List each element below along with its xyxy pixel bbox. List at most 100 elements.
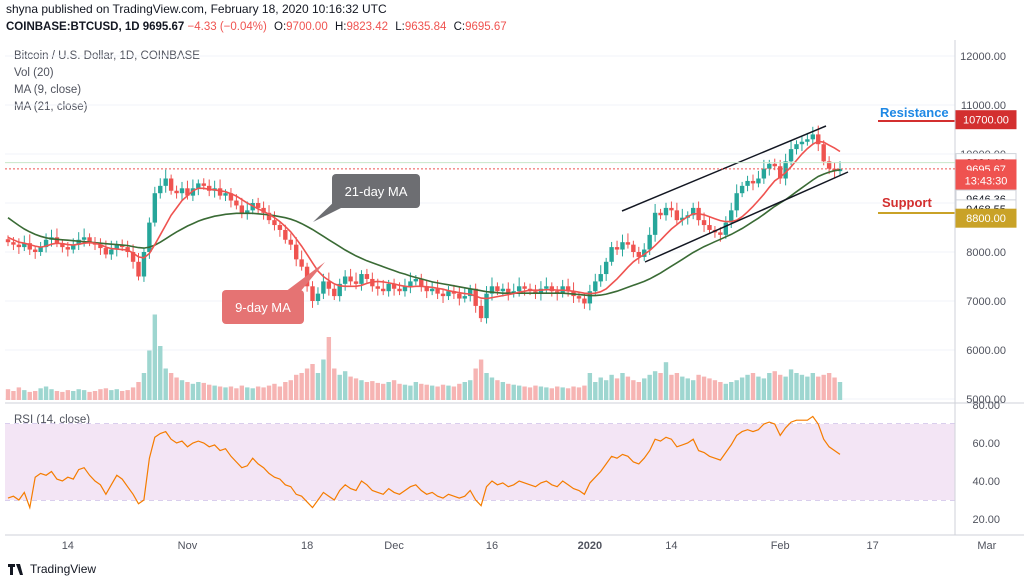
volume-bar: [299, 373, 304, 400]
volume-bar: [245, 387, 250, 400]
volume-bar: [16, 387, 22, 400]
volume-bar: [636, 382, 641, 400]
volume-bars: [5, 314, 843, 400]
candle-body: [522, 286, 527, 289]
candle-body: [413, 278, 419, 282]
legend-volume[interactable]: Vol (20): [14, 67, 54, 79]
volume-bar: [593, 382, 598, 400]
volume-bar: [767, 373, 772, 400]
volume-bar: [272, 383, 277, 400]
candle-body: [631, 244, 636, 252]
ma21-line: [7, 168, 841, 297]
time-tick-label: 18: [301, 540, 313, 552]
tradingview-footer[interactable]: TradingView: [8, 562, 96, 576]
candle-body: [620, 242, 625, 250]
candle-body: [788, 149, 794, 162]
candle-body: [435, 288, 440, 294]
volume-bar: [419, 383, 424, 400]
candle-body: [234, 200, 239, 206]
candle-body: [739, 185, 745, 194]
candle-body: [560, 286, 565, 294]
candle-body: [750, 180, 756, 184]
volume-bar: [527, 387, 533, 400]
volume-bar: [516, 385, 522, 400]
candle-body: [65, 247, 71, 250]
candle-body: [500, 288, 506, 292]
volume-bar: [565, 388, 571, 400]
volume-bar: [130, 387, 136, 400]
volume-bar: [690, 380, 696, 400]
candle-body: [207, 185, 212, 191]
rsi-band: [5, 424, 955, 500]
volume-bar: [816, 376, 821, 400]
volume-bar: [239, 385, 245, 400]
price-tick-label: 9000.00: [966, 198, 1006, 210]
candle-body: [223, 193, 228, 196]
price-tag: [955, 189, 1017, 209]
time-tick-label: Mar: [977, 540, 996, 552]
price-tag-label: 9646.36: [966, 194, 1006, 206]
price-tick-label: 5000.00: [966, 394, 1006, 406]
price-tick-label: 7000.00: [966, 296, 1006, 308]
candle-body: [342, 276, 348, 284]
candle-body: [119, 244, 125, 248]
grid: [5, 55, 955, 501]
legend-ma21[interactable]: MA (21, close): [14, 101, 88, 113]
legend-ma9[interactable]: MA (9, close): [14, 84, 82, 96]
candle-body: [642, 249, 647, 257]
candle-body: [299, 259, 304, 267]
candle-body: [533, 291, 538, 294]
candle-body: [87, 237, 92, 243]
candle-body: [147, 222, 152, 252]
volume-bar: [168, 373, 174, 400]
volume-bar: [27, 391, 32, 400]
price-tag-label: 9468.55: [966, 204, 1006, 216]
volume-bar: [294, 374, 299, 400]
volume-bar: [647, 374, 652, 400]
candle-body: [468, 288, 473, 297]
time-tick-label: 16: [486, 540, 498, 552]
volume-bar: [250, 388, 255, 400]
volume-bar: [217, 386, 223, 400]
candle-body: [734, 193, 739, 211]
volume-bar: [734, 380, 739, 400]
volume-bar: [788, 369, 794, 400]
candle-body: [288, 239, 293, 245]
volume-bar: [435, 386, 440, 400]
candle-body: [723, 222, 729, 235]
candle-body: [832, 168, 837, 172]
price-tick-label: 11000.00: [961, 100, 1006, 112]
candle-body: [92, 242, 98, 245]
volume-bar: [587, 373, 593, 400]
volume-bar: [631, 380, 636, 400]
volume-bar: [707, 378, 712, 400]
candle-body: [457, 293, 462, 299]
volume-bar: [511, 384, 516, 400]
ma9-callout: 9-day MA: [222, 262, 325, 324]
candle-body: [152, 193, 158, 223]
candle-body: [555, 291, 560, 294]
volume-bar: [125, 390, 130, 400]
volume-bar: [576, 387, 582, 400]
volume-bar: [582, 385, 587, 400]
legend-rsi[interactable]: RSI (14, close): [14, 414, 91, 426]
volume-bar: [98, 389, 103, 400]
candle-body: [266, 212, 272, 221]
candle-body: [451, 291, 457, 294]
rsi-axis: 80.00 60.00 40.00 20.00: [972, 400, 1000, 526]
open-value: 9700.00: [286, 21, 328, 33]
volume-bar: [174, 377, 179, 400]
candle-body: [826, 161, 832, 169]
volume-bar: [109, 390, 114, 400]
volume-bar: [81, 390, 87, 400]
rsi-tick-label: 20.00: [972, 514, 1000, 526]
legend-title[interactable]: Bitcoin / U.S. Dollar, 1D, COINBASE: [14, 50, 200, 62]
volume-bar: [603, 380, 609, 400]
rsi-tick-label: 80.00: [972, 400, 1000, 412]
volume-bar: [5, 389, 11, 400]
channel-upper-line: [621, 125, 827, 212]
candle-body: [370, 278, 375, 287]
candle-body: [821, 144, 826, 162]
volume-bar: [207, 384, 212, 400]
